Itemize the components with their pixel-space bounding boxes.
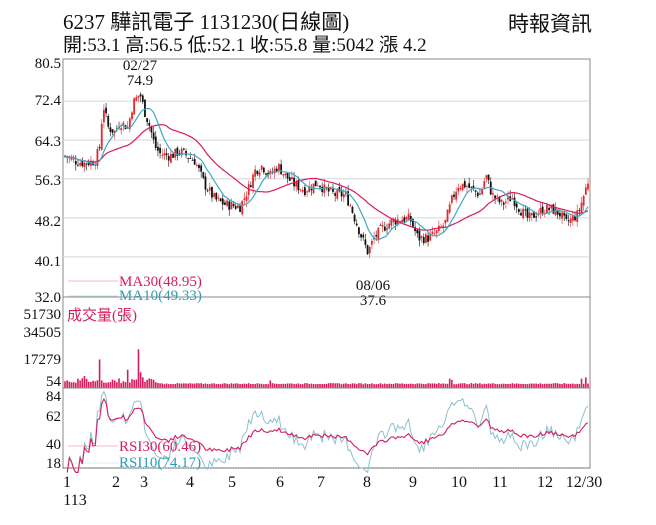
rsi-tick: 18 [46, 456, 61, 472]
x-tick: 6 [276, 474, 284, 491]
volume-panel [62, 296, 591, 389]
high-value-annotation: 74.9 [127, 73, 153, 89]
volume-tick: 17279 [24, 352, 62, 368]
price-tick: 72.4 [35, 93, 62, 109]
volume-title: 成交量(張) [67, 306, 137, 324]
price-tick: 40.1 [35, 254, 61, 270]
volume-tick: 34505 [24, 325, 62, 341]
price-tick: 32.0 [35, 290, 61, 306]
rsi-tick: 62 [46, 409, 61, 425]
x-tick: 9 [409, 474, 417, 491]
low-date-annotation: 08/06 [356, 278, 391, 294]
rsi10-legend: RSI10(74.17) [119, 455, 201, 471]
x-tick: 5 [228, 474, 236, 491]
ma10-legend: MA10(49.33) [119, 288, 202, 304]
volume-tick: 54 [46, 374, 62, 390]
chart-title: 6237 驊訊電子 1131230(日線圖) [63, 10, 350, 34]
rsi-panel [62, 387, 591, 474]
x-tick: 10 [451, 474, 467, 491]
volume-tick: 51730 [24, 307, 62, 323]
ma30-legend: MA30(48.95) [119, 274, 202, 290]
rsi-tick: 84 [46, 389, 62, 405]
ohlc-stats: 開:53.1 高:56.5 低:52.1 收:55.8 量:5042 漲 4.2 [63, 35, 427, 56]
price-tick: 48.2 [35, 214, 61, 230]
x-tick-last: 12/30 [566, 474, 602, 491]
price-tick: 64.3 [35, 134, 61, 150]
high-date-annotation: 02/27 [123, 58, 158, 74]
price-tick: 80.5 [35, 56, 61, 72]
price-panel [62, 58, 591, 298]
low-value-annotation: 37.6 [360, 293, 387, 309]
x-tick: 3 [140, 474, 148, 491]
x-tick: 4 [186, 474, 194, 491]
x-tick: 8 [363, 474, 371, 491]
x-tick: 7 [317, 474, 325, 491]
x-tick: 1 [63, 474, 71, 491]
x-tick: 2 [112, 474, 120, 491]
rsi-tick: 40 [46, 437, 61, 453]
rsi30-legend: RSI30(60.46) [119, 439, 201, 455]
price-tick: 56.3 [35, 173, 61, 189]
x-tick: 12 [537, 474, 553, 491]
year-label: 113 [63, 492, 86, 509]
x-tick: 11 [492, 474, 507, 491]
brand-label: 時報資訊 [508, 12, 592, 36]
